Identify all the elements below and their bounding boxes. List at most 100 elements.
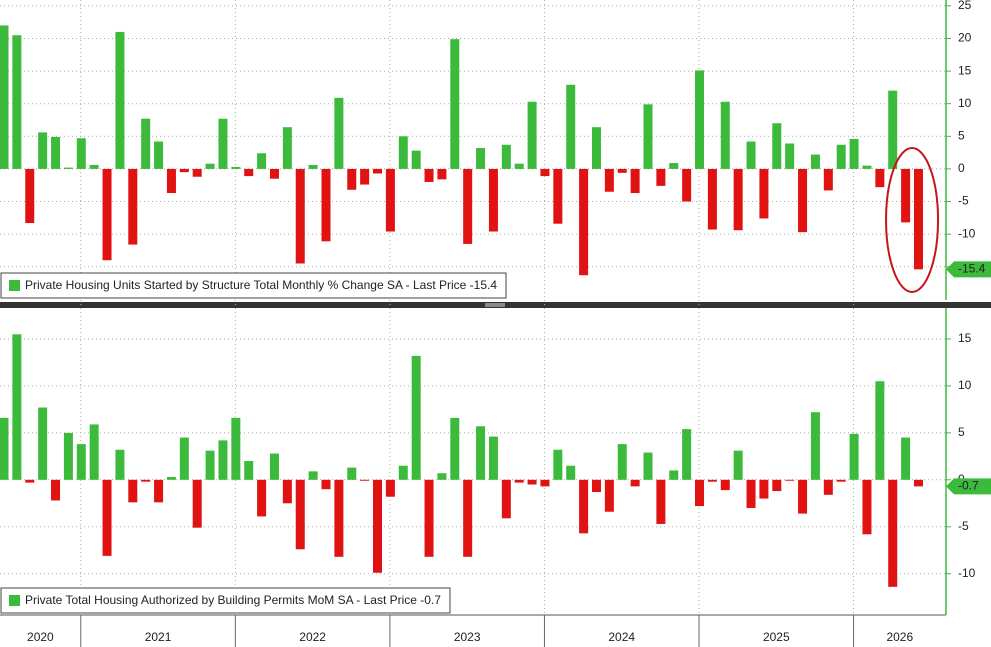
bar [463,168,473,244]
bar [772,123,782,169]
bar [218,440,228,480]
bar [656,479,666,524]
bar [836,144,846,169]
bar [89,424,99,480]
bar [269,453,279,480]
bar [347,467,357,480]
legend-swatch [9,595,20,606]
y-tick-label: 25 [958,0,972,12]
bar [682,429,692,480]
bar [617,168,627,173]
bar [901,168,911,223]
bar [25,479,35,483]
bar [913,168,923,270]
y-tick-label: 15 [958,63,972,77]
bar [566,84,576,169]
bar [385,479,395,497]
bar [373,168,383,174]
bar [759,479,769,499]
last-value-tag [946,478,991,495]
y-tick-label: 10 [958,378,972,392]
bar [154,479,164,503]
legend-box [0,272,507,299]
bar [231,166,241,169]
bar [720,479,730,491]
bar [540,479,550,487]
bar [785,479,795,481]
bar [424,168,434,182]
bar [450,417,460,480]
bar [617,444,627,480]
bar [244,168,254,177]
separator-handle [485,303,505,307]
bar [398,465,408,480]
bar [707,168,717,230]
bar [424,479,434,557]
bar [733,450,743,480]
bar [888,479,898,587]
bar [398,136,408,169]
bar [437,168,447,180]
bar [514,479,524,483]
bar [810,154,820,169]
bar [476,148,486,169]
bar [488,436,498,480]
bar [759,168,769,219]
bar [179,437,189,480]
bar [192,168,202,177]
bar [785,143,795,169]
bar [695,479,705,507]
bar [373,479,383,573]
bar [385,168,395,232]
bar [295,168,305,264]
bar [360,168,370,185]
bar [282,479,292,504]
bar [862,165,872,169]
x-tick-label: 2024 [608,630,635,644]
bar [810,412,820,480]
bar [38,407,48,480]
bar [166,168,176,194]
bar [192,479,202,528]
x-tick-label: 2025 [763,630,790,644]
bar [360,479,370,481]
bar [179,168,189,173]
bar [411,150,421,169]
bar [334,97,344,169]
x-tick-label: 2020 [27,630,54,644]
bar [257,153,267,169]
bar [875,168,885,188]
bar [527,101,537,169]
y-tick-label: 5 [958,128,965,142]
x-tick-label: 2022 [299,630,326,644]
y-tick-label: 0 [958,161,965,175]
y-tick-label: -5 [958,194,969,208]
bar [579,479,589,534]
bar [746,479,756,508]
legend-swatch [9,280,20,291]
bar [128,479,138,503]
bar [604,168,614,192]
y-tick-label: 20 [958,31,972,45]
bar [604,479,614,512]
bar [38,132,48,169]
bar [682,168,692,202]
bar [102,479,112,556]
bar [102,168,112,261]
bar [656,168,666,186]
bar [836,479,846,482]
bar [733,168,743,231]
bar [166,476,176,480]
bar [12,334,22,480]
bar [630,168,640,194]
bar [257,479,267,517]
bar [0,25,9,169]
bar [154,141,164,169]
last-value-label: -15.4 [958,262,986,276]
bar [63,167,73,169]
bar [501,479,511,519]
bar [218,118,228,169]
bar [12,35,22,169]
bar [643,452,653,480]
